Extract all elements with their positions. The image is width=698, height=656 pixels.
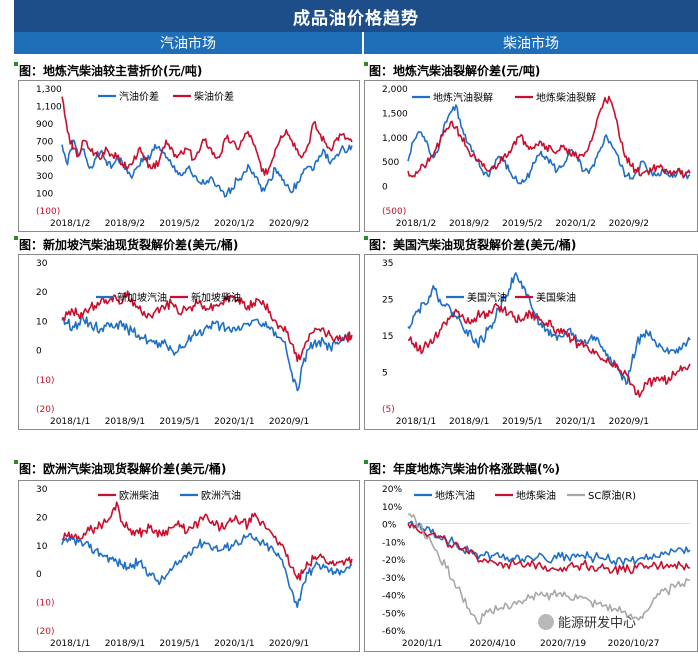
title-marker bbox=[364, 460, 368, 464]
section-diesel: 柴油市场 bbox=[364, 32, 698, 54]
chart-frame bbox=[364, 480, 698, 652]
chart-title-text: 图：地炼汽柴油裂解价差(元/吨) bbox=[369, 64, 541, 78]
chart-title: 图：地炼汽柴油较主营折价(元/吨) bbox=[14, 62, 202, 79]
chart-title-text: 图：欧洲汽柴油现货裂解价差(美元/桶) bbox=[19, 462, 227, 476]
chart-frame bbox=[18, 80, 360, 232]
page-title: 成品油价格趋势 bbox=[14, 0, 698, 32]
chart-title: 图：美国汽柴油现货裂解价差(美元/桶) bbox=[364, 236, 576, 253]
title-marker bbox=[14, 62, 18, 66]
chart-frame bbox=[18, 480, 360, 652]
wechat-icon bbox=[538, 613, 554, 630]
watermark-text: 能源研发中心 bbox=[558, 616, 637, 631]
title-marker bbox=[364, 236, 368, 240]
chart-frame bbox=[18, 254, 360, 430]
chart-title: 图：年度地炼汽柴油价格涨跌幅(%) bbox=[364, 460, 560, 477]
title-marker bbox=[14, 236, 18, 240]
chart-frame bbox=[364, 254, 698, 430]
section-divider bbox=[362, 32, 364, 54]
chart-title: 图：地炼汽柴油裂解价差(元/吨) bbox=[364, 62, 540, 79]
chart-title-text: 图：新加坡汽柴油现货裂解价差(美元/桶) bbox=[19, 238, 239, 252]
chart-title: 图：欧洲汽柴油现货裂解价差(美元/桶) bbox=[14, 460, 226, 477]
chart-title-text: 图：年度地炼汽柴油价格涨跌幅(%) bbox=[369, 462, 560, 476]
chart-title: 图：新加坡汽柴油现货裂解价差(美元/桶) bbox=[14, 236, 238, 253]
watermark: 能源研发中心 bbox=[538, 612, 636, 631]
chart-title-text: 图：地炼汽柴油较主营折价(元/吨) bbox=[19, 64, 203, 78]
chart-title-text: 图：美国汽柴油现货裂解价差(美元/桶) bbox=[369, 238, 577, 252]
chart-frame bbox=[364, 80, 698, 232]
title-marker bbox=[14, 460, 18, 464]
section-gasoline: 汽油市场 bbox=[14, 32, 362, 54]
title-marker bbox=[364, 62, 368, 66]
